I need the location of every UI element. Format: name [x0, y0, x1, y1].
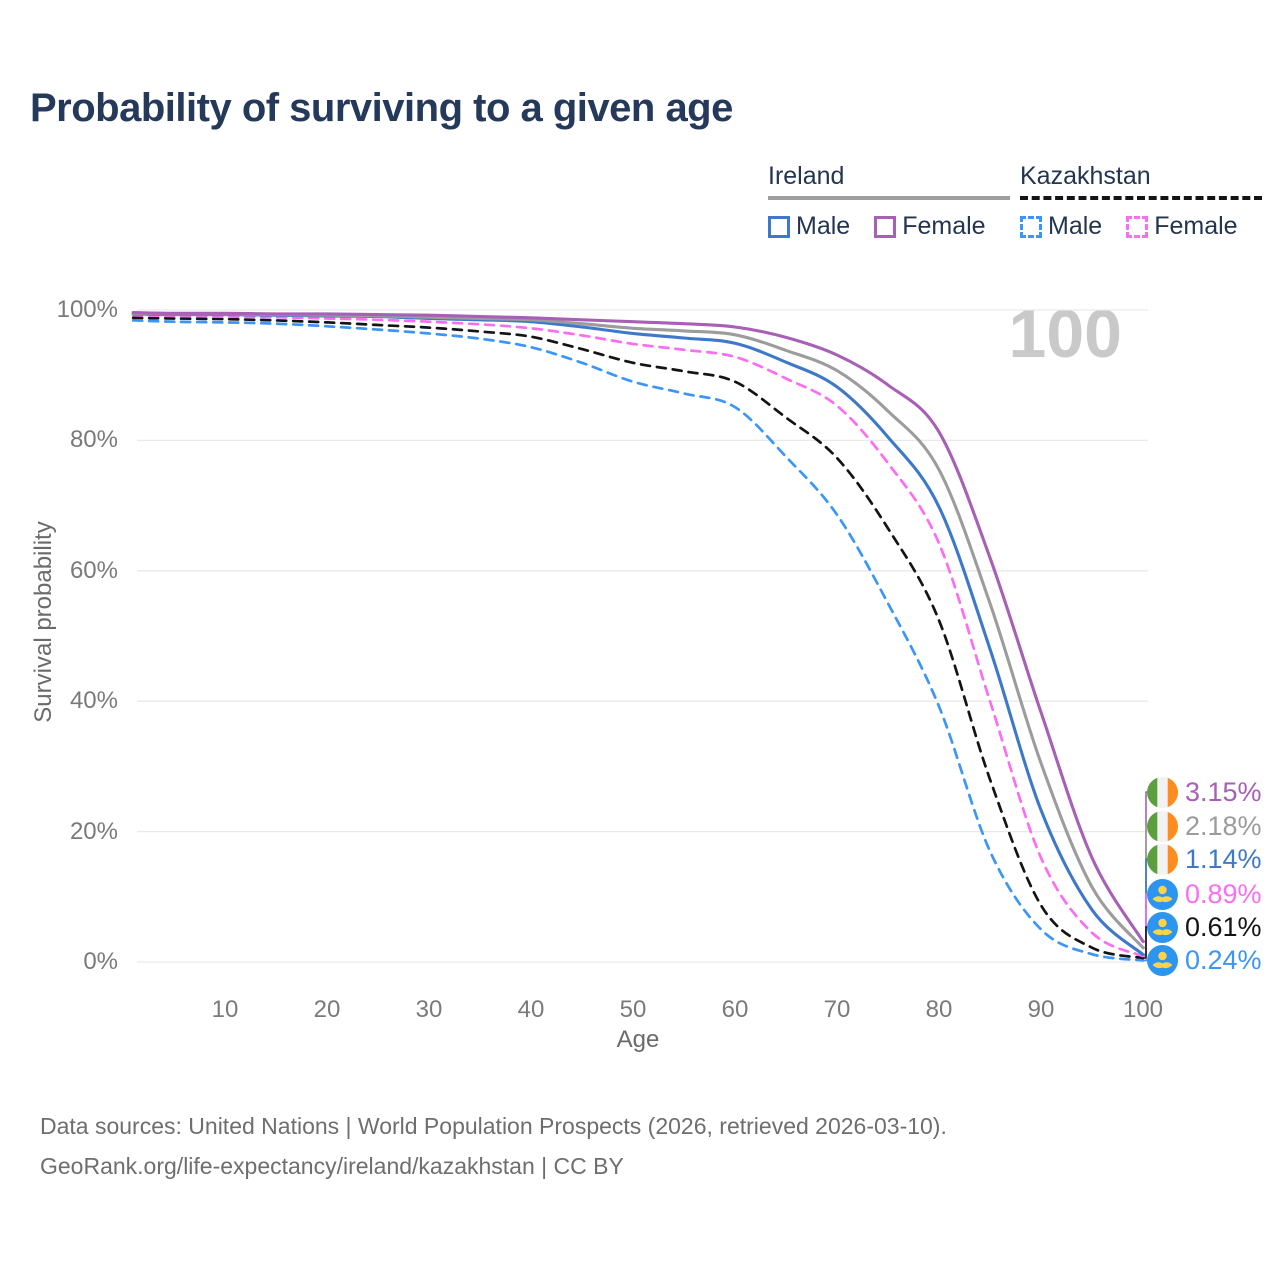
ireland-flag-icon — [1147, 843, 1178, 875]
kazakhstan-male-swatch-icon — [1020, 215, 1042, 238]
x-tick-label: 50 — [619, 996, 647, 1023]
ireland-flag-icon — [1147, 810, 1178, 842]
x-tick-label: 70 — [823, 996, 851, 1023]
legend-item-kazakhstan-male[interactable]: Male — [1020, 212, 1102, 241]
legend-title-ireland: Ireland — [768, 162, 845, 190]
legend-group-ireland: Ireland Male Female — [768, 162, 1010, 241]
curve-ireland-female[interactable] — [131, 311, 1145, 944]
x-tick-label: 100 — [1122, 996, 1164, 1023]
x-tick-label: 90 — [1027, 996, 1055, 1023]
curve-ireland-male[interactable] — [131, 312, 1145, 957]
x-tick-label: 80 — [925, 996, 953, 1023]
curve-kazakhstan-both-sexes[interactable] — [131, 316, 1145, 960]
end-value-label-ireland-both-sexes: 2.18% — [1185, 810, 1262, 841]
legend-item-label: Male — [1048, 212, 1103, 240]
kazakhstan-flag-icon — [1147, 911, 1178, 943]
footer-url: GeoRank.org/life-expectancy/ireland/kaza… — [40, 1153, 624, 1179]
legend-item-ireland-male[interactable]: Male — [768, 212, 850, 241]
legend-underline-ireland — [768, 196, 1010, 200]
legend-item-label: Male — [796, 212, 851, 240]
y-tick-label: 100% — [56, 296, 118, 323]
y-tick-label: 20% — [69, 817, 118, 845]
y-tick-label: 40% — [69, 687, 118, 715]
x-axis-title: Age — [616, 1026, 660, 1053]
legend-item-ireland-female[interactable]: Female — [874, 212, 986, 241]
kazakhstan-female-swatch-icon — [1126, 215, 1149, 238]
end-value-label-ireland-female: 3.15% — [1185, 776, 1262, 807]
kazakhstan-flag-icon — [1147, 878, 1178, 910]
kazakhstan-flag-icon — [1147, 944, 1178, 976]
curve-kazakhstan-male[interactable] — [131, 319, 1145, 962]
legend-underline-kazakhstan — [1020, 196, 1262, 200]
legend-title-kazakhstan: Kazakhstan — [1020, 162, 1151, 190]
end-value-label-kazakhstan-male: 0.24% — [1185, 944, 1262, 975]
legend-item-label: Female — [1154, 212, 1238, 240]
end-value-label-ireland-male: 1.14% — [1185, 843, 1262, 874]
y-tick-label: 60% — [69, 556, 118, 584]
ireland-flag-icon — [1147, 776, 1178, 808]
y-tick-label: 80% — [69, 426, 118, 454]
hovered-age-watermark: 100 — [1008, 296, 1122, 372]
end-value-label-kazakhstan-both-sexes: 0.61% — [1185, 911, 1262, 942]
legend-item-kazakhstan-female[interactable]: Female — [1126, 212, 1238, 241]
curve-ireland-both-sexes[interactable] — [131, 311, 1145, 950]
ireland-male-swatch-icon — [768, 215, 790, 238]
curve-kazakhstan-female[interactable] — [131, 313, 1145, 958]
footer: Data sources: United Nations | World Pop… — [40, 1106, 947, 1186]
y-tick-label: 0% — [83, 948, 118, 975]
end-value-label-kazakhstan-female: 0.89% — [1185, 878, 1262, 909]
x-tick-label: 30 — [415, 996, 443, 1023]
x-tick-label: 10 — [211, 996, 239, 1023]
legend-group-kazakhstan: Kazakhstan Male Female — [1020, 162, 1262, 241]
x-tick-label: 20 — [313, 996, 341, 1023]
x-tick-label: 40 — [517, 996, 545, 1023]
x-tick-label: 60 — [721, 996, 749, 1023]
footer-sources: Data sources: United Nations | World Pop… — [40, 1113, 947, 1139]
page-title: Probability of surviving to a given age — [30, 86, 733, 130]
ireland-female-swatch-icon — [874, 215, 897, 238]
legend-item-label: Female — [902, 212, 986, 240]
